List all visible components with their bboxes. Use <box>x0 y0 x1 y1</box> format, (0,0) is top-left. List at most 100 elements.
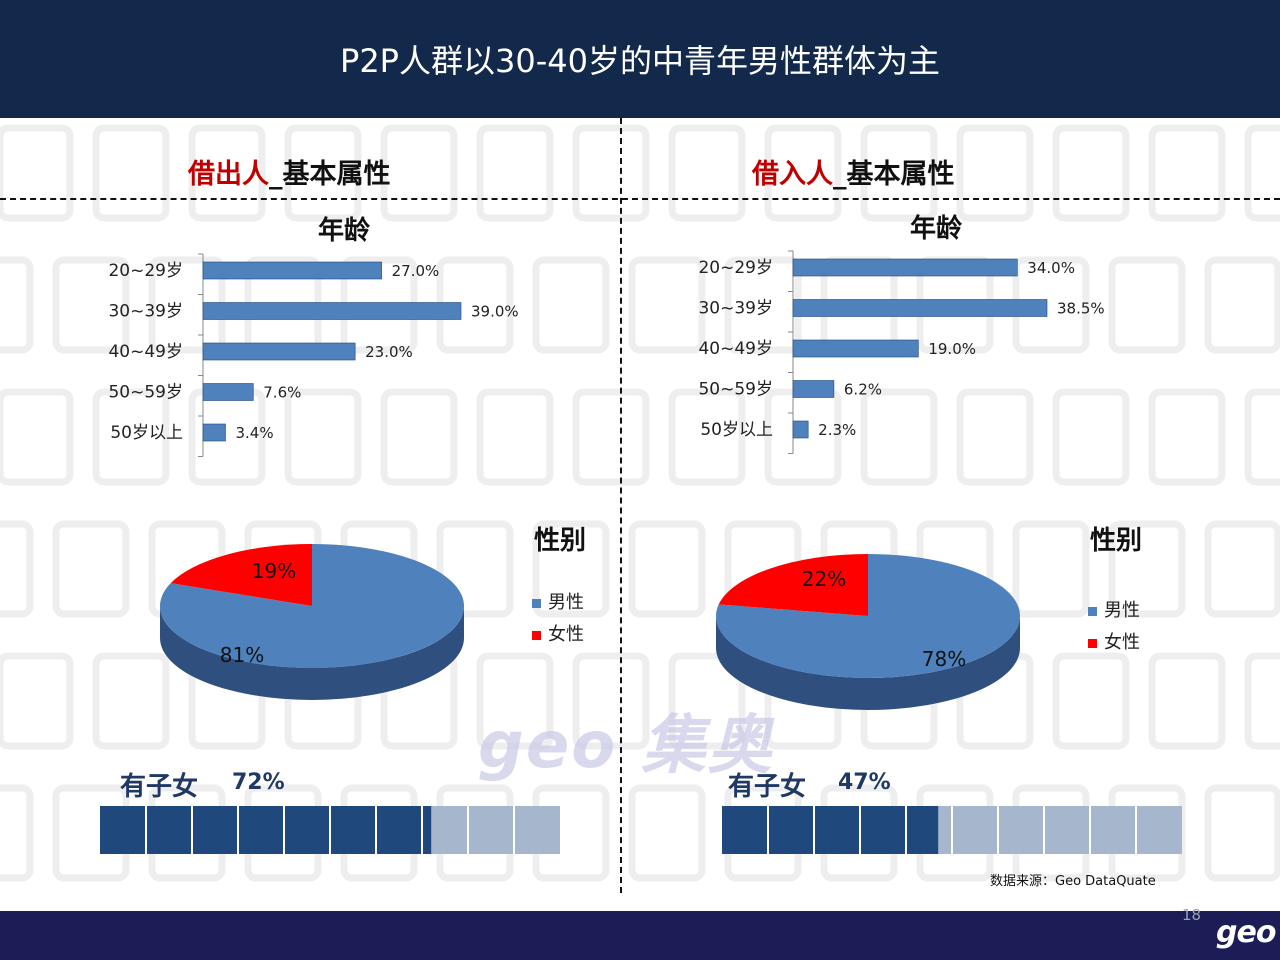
bar-category-label: 50~59岁 <box>698 380 773 400</box>
bar-mark <box>202 383 254 401</box>
pie-slice-male <box>160 544 465 668</box>
legend-swatch <box>1088 607 1097 616</box>
background-device-shape <box>628 256 706 354</box>
lenders-section-title: 借出人_基本属性 <box>188 152 391 191</box>
background-device-shape <box>1204 520 1280 618</box>
background-device-shape <box>1108 256 1186 354</box>
background-device-shape <box>628 784 706 882</box>
lenders-title-rest: _基本属性 <box>269 159 391 190</box>
bar-mark <box>792 380 835 398</box>
background-device-shape <box>1052 388 1130 486</box>
background-device-shape <box>668 652 746 750</box>
background-device-shape <box>628 520 706 618</box>
background-device-shape <box>1244 652 1280 750</box>
background-device-shape <box>1148 124 1226 222</box>
background-device-shape <box>92 388 170 486</box>
lenders-title-red: 借出人 <box>188 159 269 190</box>
legend-swatch <box>1088 639 1097 648</box>
background-device-shape <box>1244 388 1280 486</box>
background-device-shape <box>668 388 746 486</box>
borrowers-kids-bar <box>722 806 1182 854</box>
bar-value-label: 23.0% <box>365 343 413 361</box>
legend-swatch <box>532 631 541 640</box>
bar-value-label: 38.5% <box>1057 300 1105 318</box>
background-device-shape <box>52 520 130 618</box>
background-device-shape <box>436 520 514 618</box>
legend-label: 女性 <box>1104 632 1140 653</box>
page-title: P2P人群以30-40岁的中青年男性群体为主 <box>340 42 940 80</box>
background-device-shape <box>188 124 266 222</box>
background-device-shape <box>284 124 362 222</box>
background-device-shape <box>572 124 650 222</box>
background-device-shape <box>0 784 34 882</box>
bar-category-label: 50岁以上 <box>110 423 183 443</box>
background-device-shape <box>764 124 842 222</box>
pie-value-label-female: 22% <box>802 567 846 591</box>
kids-bar-fill <box>100 806 432 854</box>
legend-swatch <box>532 599 541 608</box>
bar-category-label: 20~29岁 <box>698 258 773 278</box>
borrowers-kids-label: 有子女 <box>728 772 807 802</box>
bar-category-label: 30~39岁 <box>698 299 773 319</box>
pie-slice-female <box>718 554 868 616</box>
lenders-age-title: 年龄 <box>318 216 371 246</box>
background-device-shape <box>1148 652 1226 750</box>
background-device-shape <box>92 652 170 750</box>
background-device-shape <box>532 256 610 354</box>
data-source: 数据来源：Geo DataQuate <box>990 874 1156 889</box>
background-device-shape <box>1244 124 1280 222</box>
borrowers-age-title: 年龄 <box>910 214 963 244</box>
pie-slice-female <box>170 544 312 606</box>
background-device-shape <box>476 388 554 486</box>
pie-value-label-male: 81% <box>220 643 264 667</box>
bar-value-label: 27.0% <box>392 262 440 280</box>
legend-label: 男性 <box>1104 600 1140 621</box>
background-device-shape <box>1108 520 1186 618</box>
bar-value-label: 39.0% <box>471 303 519 321</box>
pie-side-wall <box>716 616 1020 710</box>
background-device-shape <box>1204 256 1280 354</box>
background-device-shape <box>380 124 458 222</box>
bar-mark <box>792 258 1018 277</box>
lenders-age-chart: 20~29岁 27.0% 30~39岁 39.0% 40~49岁 23.0% 50~59岁 7… <box>108 253 519 457</box>
borrowers-title-rest: _基本属性 <box>833 159 955 190</box>
bar-mark <box>792 339 919 358</box>
background-device-shape <box>0 256 34 354</box>
borrowers-kids-percent: 47% <box>838 770 891 795</box>
lenders-kids-bar <box>100 806 560 854</box>
bar-mark <box>202 423 226 442</box>
background-device-shape <box>572 388 650 486</box>
borrowers-gender-title: 性别 <box>1090 526 1143 556</box>
bar-category-label: 30~39岁 <box>108 302 183 322</box>
vertical-divider <box>620 118 622 893</box>
background-device-shape <box>1148 388 1226 486</box>
bar-value-label: 19.0% <box>928 340 976 358</box>
background-device-shape <box>0 124 74 222</box>
bar-value-label: 2.3% <box>818 421 856 439</box>
background-device-shape <box>380 388 458 486</box>
horizontal-divider <box>0 198 1280 200</box>
bar-category-label: 50岁以上 <box>700 420 773 440</box>
background-device-shape <box>860 124 938 222</box>
bar-value-label: 34.0% <box>1027 259 1075 277</box>
bar-category-label: 20~29岁 <box>108 261 183 281</box>
background-device-shape <box>956 388 1034 486</box>
background-device-shape <box>668 124 746 222</box>
background-device-shape <box>1204 784 1280 882</box>
background-device-shape <box>0 520 34 618</box>
borrowers-title-red: 借入人 <box>752 159 833 190</box>
bar-mark <box>202 302 462 320</box>
watermark-logo: geo 集奥 <box>478 709 774 783</box>
legend-label: 女性 <box>548 624 584 645</box>
background-device-shape <box>1012 520 1090 618</box>
header-bar: P2P人群以30-40岁的中青年男性群体为主 <box>0 0 1280 118</box>
background-device-shape <box>476 652 554 750</box>
bar-category-label: 50~59岁 <box>108 383 183 403</box>
background-device-shape <box>572 652 650 750</box>
page-number: 18 <box>1182 906 1202 924</box>
lenders-kids-label: 有子女 <box>120 772 199 802</box>
background-device-shape <box>532 520 610 618</box>
bar-mark <box>792 299 1048 317</box>
